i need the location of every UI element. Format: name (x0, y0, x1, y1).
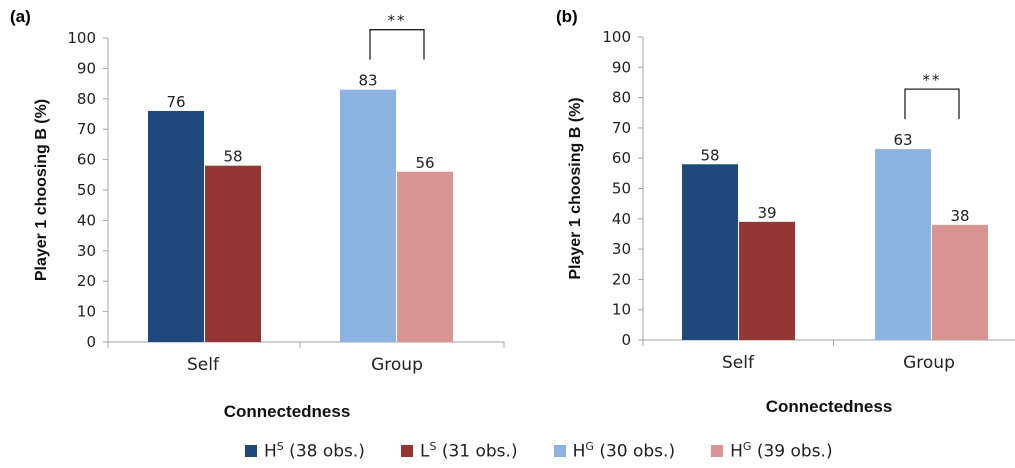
data-label-a: 83 (358, 72, 377, 90)
legend-item: LS (31 obs.) (400, 440, 518, 462)
significance-marker-b: ** (923, 71, 942, 89)
bar-a-self-hs (148, 110, 204, 343)
y-tick-label-b: 0 (621, 331, 631, 349)
bar-b-group-hg2 (932, 224, 988, 340)
x-axis-title-a: Connectedness (224, 402, 351, 421)
legend-swatch (400, 445, 413, 457)
data-label-b: 58 (700, 146, 719, 164)
legend-item: HG (39 obs.) (711, 440, 833, 462)
legend-swatch (711, 445, 724, 457)
bar-b-self-hs (682, 164, 738, 340)
y-tick-label-a: 70 (77, 120, 96, 138)
data-label-a: 58 (223, 148, 242, 166)
y-tick-label-a: 50 (77, 181, 96, 199)
legend-item: HG (30 obs.) (553, 440, 676, 462)
legend-label: HS (38 obs.) (264, 440, 365, 462)
panel-label-b: (b) (556, 7, 578, 26)
bar-b-self-ls (739, 221, 795, 340)
y-tick-label-b: 80 (612, 89, 631, 107)
panel-label-a: (a) (10, 7, 31, 26)
y-tick-label-b: 90 (612, 58, 631, 76)
data-label-b: 63 (893, 131, 912, 149)
y-tick-label-b: 20 (612, 270, 631, 288)
legend-swatch (553, 445, 566, 457)
y-tick-label-a: 40 (77, 211, 96, 229)
significance-marker-a: ** (388, 12, 407, 30)
y-tick-label-a: 80 (77, 90, 96, 108)
y-tick-label-b: 50 (612, 180, 631, 198)
y-tick-label-b: 60 (612, 149, 631, 167)
significance-bracket-b (904, 88, 960, 120)
y-tick-label-b: 40 (612, 210, 631, 228)
y-tick-label-a: 10 (77, 303, 96, 321)
y-tick-label-b: 100 (602, 28, 631, 46)
x-tick-label-a: Self (187, 355, 220, 375)
data-label-a: 76 (166, 93, 185, 111)
legend: HS (38 obs.) LS (31 obs.) HG (30 obs.) HG (… (245, 438, 869, 464)
y-tick-label-a: 20 (77, 272, 96, 290)
legend-swatch (245, 445, 257, 457)
y-axis-title-b: Player 1 choosing B (%) (567, 97, 584, 279)
legend-item: HS (38 obs.) (245, 440, 365, 462)
data-label-a: 56 (415, 154, 434, 172)
bar-a-group-hg1 (340, 89, 396, 343)
x-tick-label-b: Group (903, 353, 955, 373)
legend-label: LS (31 obs.) (419, 440, 518, 462)
data-label-b: 38 (950, 207, 969, 225)
bar-a-self-ls (205, 165, 261, 342)
y-tick-label-a: 60 (77, 151, 96, 169)
legend-label: HG (39 obs.) (730, 440, 833, 462)
legend-label: HG (30 obs.) (572, 440, 676, 462)
data-label-b: 39 (757, 204, 776, 222)
significance-bracket-a (369, 29, 425, 60)
y-tick-label-a: 100 (67, 29, 96, 47)
x-tick-label-b: Self (722, 353, 755, 373)
y-tick-label-a: 0 (86, 333, 96, 351)
bar-a-group-hg2 (397, 171, 453, 342)
y-tick-label-b: 70 (612, 119, 631, 137)
y-tick-label-b: 30 (612, 240, 631, 258)
x-tick-label-a: Group (371, 355, 423, 375)
x-axis-title-b: Connectedness (766, 397, 893, 416)
y-tick-label-a: 30 (77, 242, 96, 260)
y-tick-label-b: 10 (612, 301, 631, 319)
y-axis-title-a: Player 1 choosing B (%) (33, 99, 50, 281)
y-tick-label-a: 90 (77, 59, 96, 77)
bar-b-group-hg1 (875, 149, 931, 340)
